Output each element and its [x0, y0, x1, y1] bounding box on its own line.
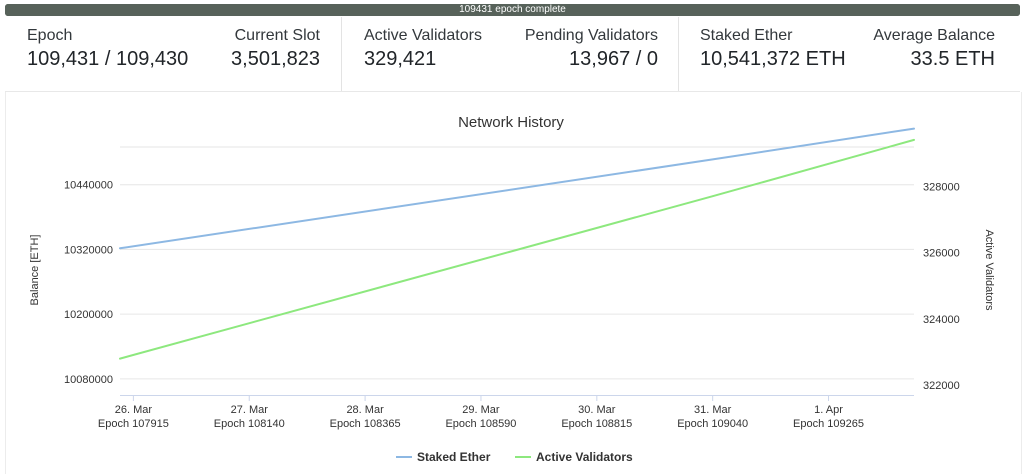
chart-legend: Staked Ether Active Validators — [396, 450, 633, 464]
y-tick-label: 10440000 — [64, 180, 113, 192]
stat-average-balance-label: Average Balance — [873, 27, 995, 44]
x-tick-label-epoch: Epoch 108365 — [330, 418, 401, 430]
epoch-progress-bar: 109431 epoch complete — [5, 4, 1020, 16]
x-tick-label-date: 26. Mar — [115, 404, 153, 416]
stat-staked-ether-label: Staked Ether — [700, 27, 793, 44]
stats-group-epoch: Epoch 109,431 / 109,430 Current Slot 3,5… — [5, 17, 340, 91]
stat-epoch-value: 109,431 / 109,430 — [27, 48, 189, 70]
x-tick-label-epoch: Epoch 107915 — [98, 418, 169, 430]
epoch-progress-fill — [5, 4, 1020, 16]
stat-active-validators-value: 329,421 — [364, 48, 437, 70]
series-line-staked-ether — [119, 127, 915, 250]
epoch-progress-text: 109431 epoch complete — [459, 4, 566, 15]
legend-item-label: Active Validators — [536, 450, 633, 464]
legend-item-label: Staked Ether — [417, 450, 491, 464]
x-tick-label-epoch: Epoch 109265 — [793, 418, 864, 430]
x-tick-label-date: 1. Apr — [814, 404, 843, 416]
y2-tick-label: 328000 — [923, 181, 960, 193]
x-tick-label-date: 28. Mar — [346, 404, 384, 416]
x-tick-label-date: 30. Mar — [578, 404, 616, 416]
stats-group-validators: Active Validators 329,421 Pending Valida… — [341, 17, 678, 91]
stat-active-validators-label: Active Validators — [364, 27, 482, 44]
y-tick-label: 10200000 — [64, 309, 113, 321]
stat-pending-validators-label: Pending Validators — [524, 27, 658, 44]
x-tick-label-epoch: Epoch 108590 — [445, 418, 516, 430]
y-axis-label: Balance [ETH] — [29, 235, 41, 306]
stat-current-slot-value: 3,501,823 — [231, 48, 320, 70]
network-history-chart: Network History 10080000 10200000 10320000… — [5, 92, 1022, 474]
stats-bar: Epoch 109,431 / 109,430 Current Slot 3,5… — [5, 17, 1020, 92]
x-tick-label-date: 31. Mar — [694, 404, 732, 416]
x-tick-label-epoch: Epoch 108815 — [561, 418, 632, 430]
stat-pending-validators-value: 13,967 / 0 — [569, 48, 658, 70]
y-tick-label: 10320000 — [64, 244, 113, 256]
network-history-svg: Network History 10080000 10200000 10320000… — [29, 114, 995, 464]
x-tick-label-epoch: Epoch 109040 — [677, 418, 748, 430]
stat-current-slot-label: Current Slot — [234, 27, 320, 44]
x-tick-label-date: 27. Mar — [231, 404, 269, 416]
x-tick-label-epoch: Epoch 108140 — [214, 418, 285, 430]
chart-title: Network History — [458, 114, 564, 131]
chart-series — [119, 127, 915, 360]
stats-group-ether: Staked Ether 10,541,372 ETH Average Bala… — [678, 17, 1021, 91]
y2-tick-label: 326000 — [923, 248, 960, 260]
x-tick-label-date: 29. Mar — [462, 404, 500, 416]
series-line-active-validators — [119, 138, 915, 360]
chart-axes: 10080000 10200000 10320000 10440000 322000 32… — [64, 180, 960, 430]
stat-epoch-label: Epoch — [27, 27, 73, 44]
y2-tick-label: 322000 — [923, 380, 960, 392]
y2-axis-label: Active Validators — [983, 229, 995, 311]
y2-tick-label: 324000 — [923, 314, 960, 326]
y-tick-label: 10080000 — [64, 374, 113, 386]
stat-staked-ether-value: 10,541,372 ETH — [700, 48, 846, 70]
chart-gridlines — [120, 146, 914, 380]
stat-average-balance-value: 33.5 ETH — [910, 48, 995, 70]
